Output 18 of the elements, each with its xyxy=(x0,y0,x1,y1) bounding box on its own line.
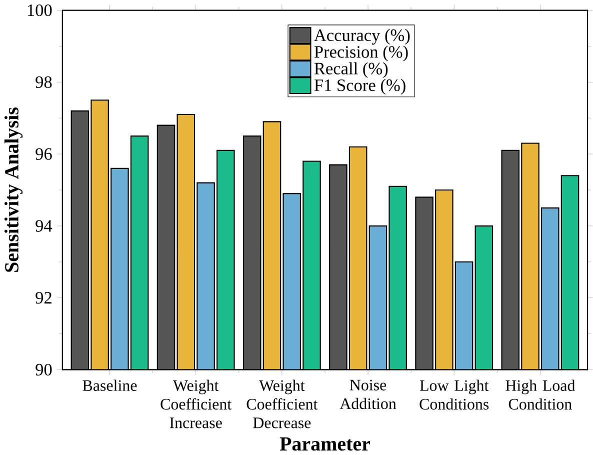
x-tick-label: Baseline xyxy=(82,380,137,391)
y-tick-label: 90 xyxy=(36,364,52,376)
x-tick-label: Noise Addition xyxy=(340,380,396,410)
y-tick-label: 96 xyxy=(36,148,52,160)
y-axis-title: Sensitivity Analysis xyxy=(4,108,23,272)
legend-label: Accuracy (%) xyxy=(314,28,410,45)
y-tick-label: 100 xyxy=(28,4,52,16)
y-tick-label: 98 xyxy=(36,76,52,88)
legend-label: Recall (%) xyxy=(314,62,388,78)
y-tick-label: 92 xyxy=(36,292,52,304)
x-tick-label: Weight Coefficient Decrease xyxy=(246,380,318,428)
x-tick-label: Low Light Conditions xyxy=(420,380,489,410)
x-axis-title: Parameter xyxy=(280,437,370,451)
x-tick-label: High Load Condition xyxy=(506,380,576,410)
y-tick-label: 94 xyxy=(36,220,52,232)
legend-label: Precision (%) xyxy=(314,46,408,62)
legend-label: F1 Score (%) xyxy=(314,78,406,95)
x-tick-label: Weight Coefficient Increase xyxy=(160,380,232,428)
